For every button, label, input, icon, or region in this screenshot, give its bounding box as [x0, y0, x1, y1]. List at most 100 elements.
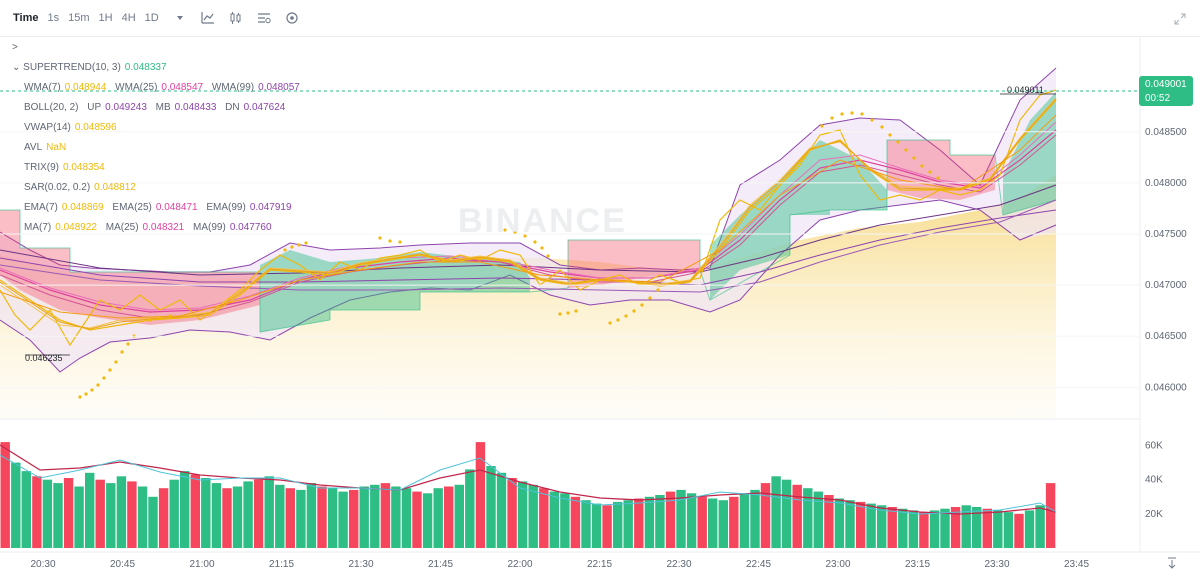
wma-legend[interactable]: WMA(7) 0.048944 WMA(25) 0.048547 WMA(99) 0.…	[24, 82, 300, 93]
time-tick-label: 20:45	[110, 559, 135, 570]
price-tick-label: 0.048500	[1145, 127, 1187, 138]
volume-bar	[708, 498, 718, 548]
settings-icon[interactable]	[285, 11, 299, 25]
volume-bar	[665, 491, 676, 548]
interval-4h[interactable]: 4H	[121, 12, 136, 24]
expand-icon[interactable]	[1174, 12, 1186, 25]
volume-bar	[1035, 505, 1045, 548]
time-tick-label: 21:45	[428, 559, 453, 570]
volume-bar	[296, 489, 306, 548]
time-tab[interactable]: Time	[13, 12, 39, 24]
volume-bar	[391, 486, 401, 548]
volume-bar	[253, 479, 264, 548]
volume-bar	[697, 496, 707, 549]
volume-bar	[264, 476, 274, 549]
price-tick-label: 0.047000	[1145, 280, 1187, 291]
volume-bar	[781, 479, 792, 548]
scroll-to-end-icon[interactable]	[1166, 556, 1178, 569]
volume-ma-red	[0, 444, 1057, 515]
volume-bar	[32, 476, 42, 549]
volume-bar	[0, 442, 10, 548]
price-tick-label: 0.048000	[1145, 178, 1187, 189]
volume-bar	[539, 488, 549, 548]
interval-1d[interactable]: 1D	[144, 12, 159, 24]
supertrend-green-3	[1003, 92, 1056, 215]
ma7-line	[0, 99, 1057, 331]
time-tick-label: 22:45	[746, 559, 771, 570]
price-tick-label: 0.047500	[1145, 229, 1187, 240]
volume-bar	[908, 510, 919, 548]
volume-tick-label: 60K	[1145, 441, 1163, 452]
volume-axis: 20K 40K 60K	[1145, 441, 1163, 520]
volume-bar	[549, 491, 559, 548]
interval-1h[interactable]: 1H	[98, 12, 113, 24]
volume-bar	[137, 486, 148, 548]
line-chart-icon[interactable]	[201, 11, 215, 25]
volume-bar	[11, 462, 21, 548]
interval-15m[interactable]: 15m	[68, 12, 90, 24]
volume-bar	[560, 493, 570, 548]
vwap-area	[0, 175, 1056, 418]
countdown: 00:52	[1145, 93, 1171, 104]
volume-bar	[475, 442, 486, 548]
volume-bar	[676, 489, 686, 548]
avl-legend[interactable]: AVL NaN	[24, 142, 67, 153]
volume-bar	[982, 508, 992, 548]
volume-bar	[370, 484, 380, 548]
volume-bar	[243, 481, 253, 548]
time-tick-label: 23:15	[905, 559, 930, 570]
candle-settings-icon[interactable]	[229, 11, 243, 25]
interval-1s[interactable]: 1s	[47, 12, 60, 24]
price-axis: 0.046000 0.046500 0.047000 0.047500 0.048000…	[0, 127, 1187, 393]
price-tick-label: 0.046000	[1145, 382, 1187, 393]
volume-bar	[898, 508, 908, 548]
supertrend-green-2	[710, 140, 887, 300]
volume-bar	[929, 510, 940, 548]
volume-bar	[644, 496, 655, 549]
supertrend-red-1	[0, 210, 260, 325]
time-tick-label: 23:45	[1064, 559, 1089, 570]
volume-bar	[517, 481, 528, 548]
low-price-label: 0.046235	[25, 353, 63, 363]
volume-bar	[444, 486, 454, 548]
volume-bar	[602, 505, 612, 548]
sar-legend[interactable]: SAR(0.02, 0.2) 0.048812	[24, 182, 136, 193]
volume-bar	[1014, 513, 1024, 548]
volume-bar	[180, 471, 190, 548]
boll-legend[interactable]: BOLL(20, 2) UP 0.049243 MB 0.048433 DN 0.04…	[24, 102, 286, 113]
trix-legend[interactable]: TRIX(9) 0.048354	[24, 162, 105, 173]
collapse-arrow[interactable]: >	[12, 42, 18, 53]
volume-bar	[412, 491, 422, 548]
chevron-down-icon[interactable]	[173, 11, 187, 25]
volume-bar	[771, 476, 781, 549]
volume-bar	[877, 505, 887, 548]
volume-ma-cyan	[0, 454, 1057, 515]
volume-bar	[148, 496, 158, 549]
volume-bar	[940, 508, 950, 548]
high-price-label: 0.049011	[1007, 85, 1044, 95]
volume-bar	[116, 476, 127, 549]
vwap-legend[interactable]: VWAP(14) 0.048596	[24, 122, 117, 133]
volume-bar	[866, 503, 876, 548]
ema-legend[interactable]: EMA(7) 0.048869 EMA(25) 0.048471 EMA(99) 0.…	[24, 202, 292, 213]
volume-bar	[349, 489, 359, 548]
indicator-icon[interactable]	[257, 11, 271, 25]
supertrend-legend[interactable]: ⌄ SUPERTREND(10, 3) 0.048337	[12, 62, 167, 73]
volume-bar	[201, 478, 211, 548]
volume-bar	[275, 484, 285, 548]
volume-bar	[401, 488, 412, 548]
volume-bar	[834, 498, 845, 548]
supertrend-red-3	[887, 140, 995, 200]
volume-bar	[623, 500, 633, 548]
chart-toolbar: Time 1s 15m 1H 4H 1D	[0, 0, 1200, 37]
time-tick-label: 23:30	[984, 559, 1009, 570]
volume-bar	[634, 498, 644, 548]
current-price-tag: 0.049001 00:52	[1139, 76, 1193, 106]
volume-bar	[813, 491, 823, 548]
volume-bar	[887, 507, 897, 548]
volume-bar	[993, 510, 1003, 548]
volume-bar	[380, 483, 391, 548]
ma-legend[interactable]: MA(7) 0.048922 MA(25) 0.048321 MA(99) 0.047…	[24, 222, 272, 233]
volume-bar	[581, 500, 591, 548]
